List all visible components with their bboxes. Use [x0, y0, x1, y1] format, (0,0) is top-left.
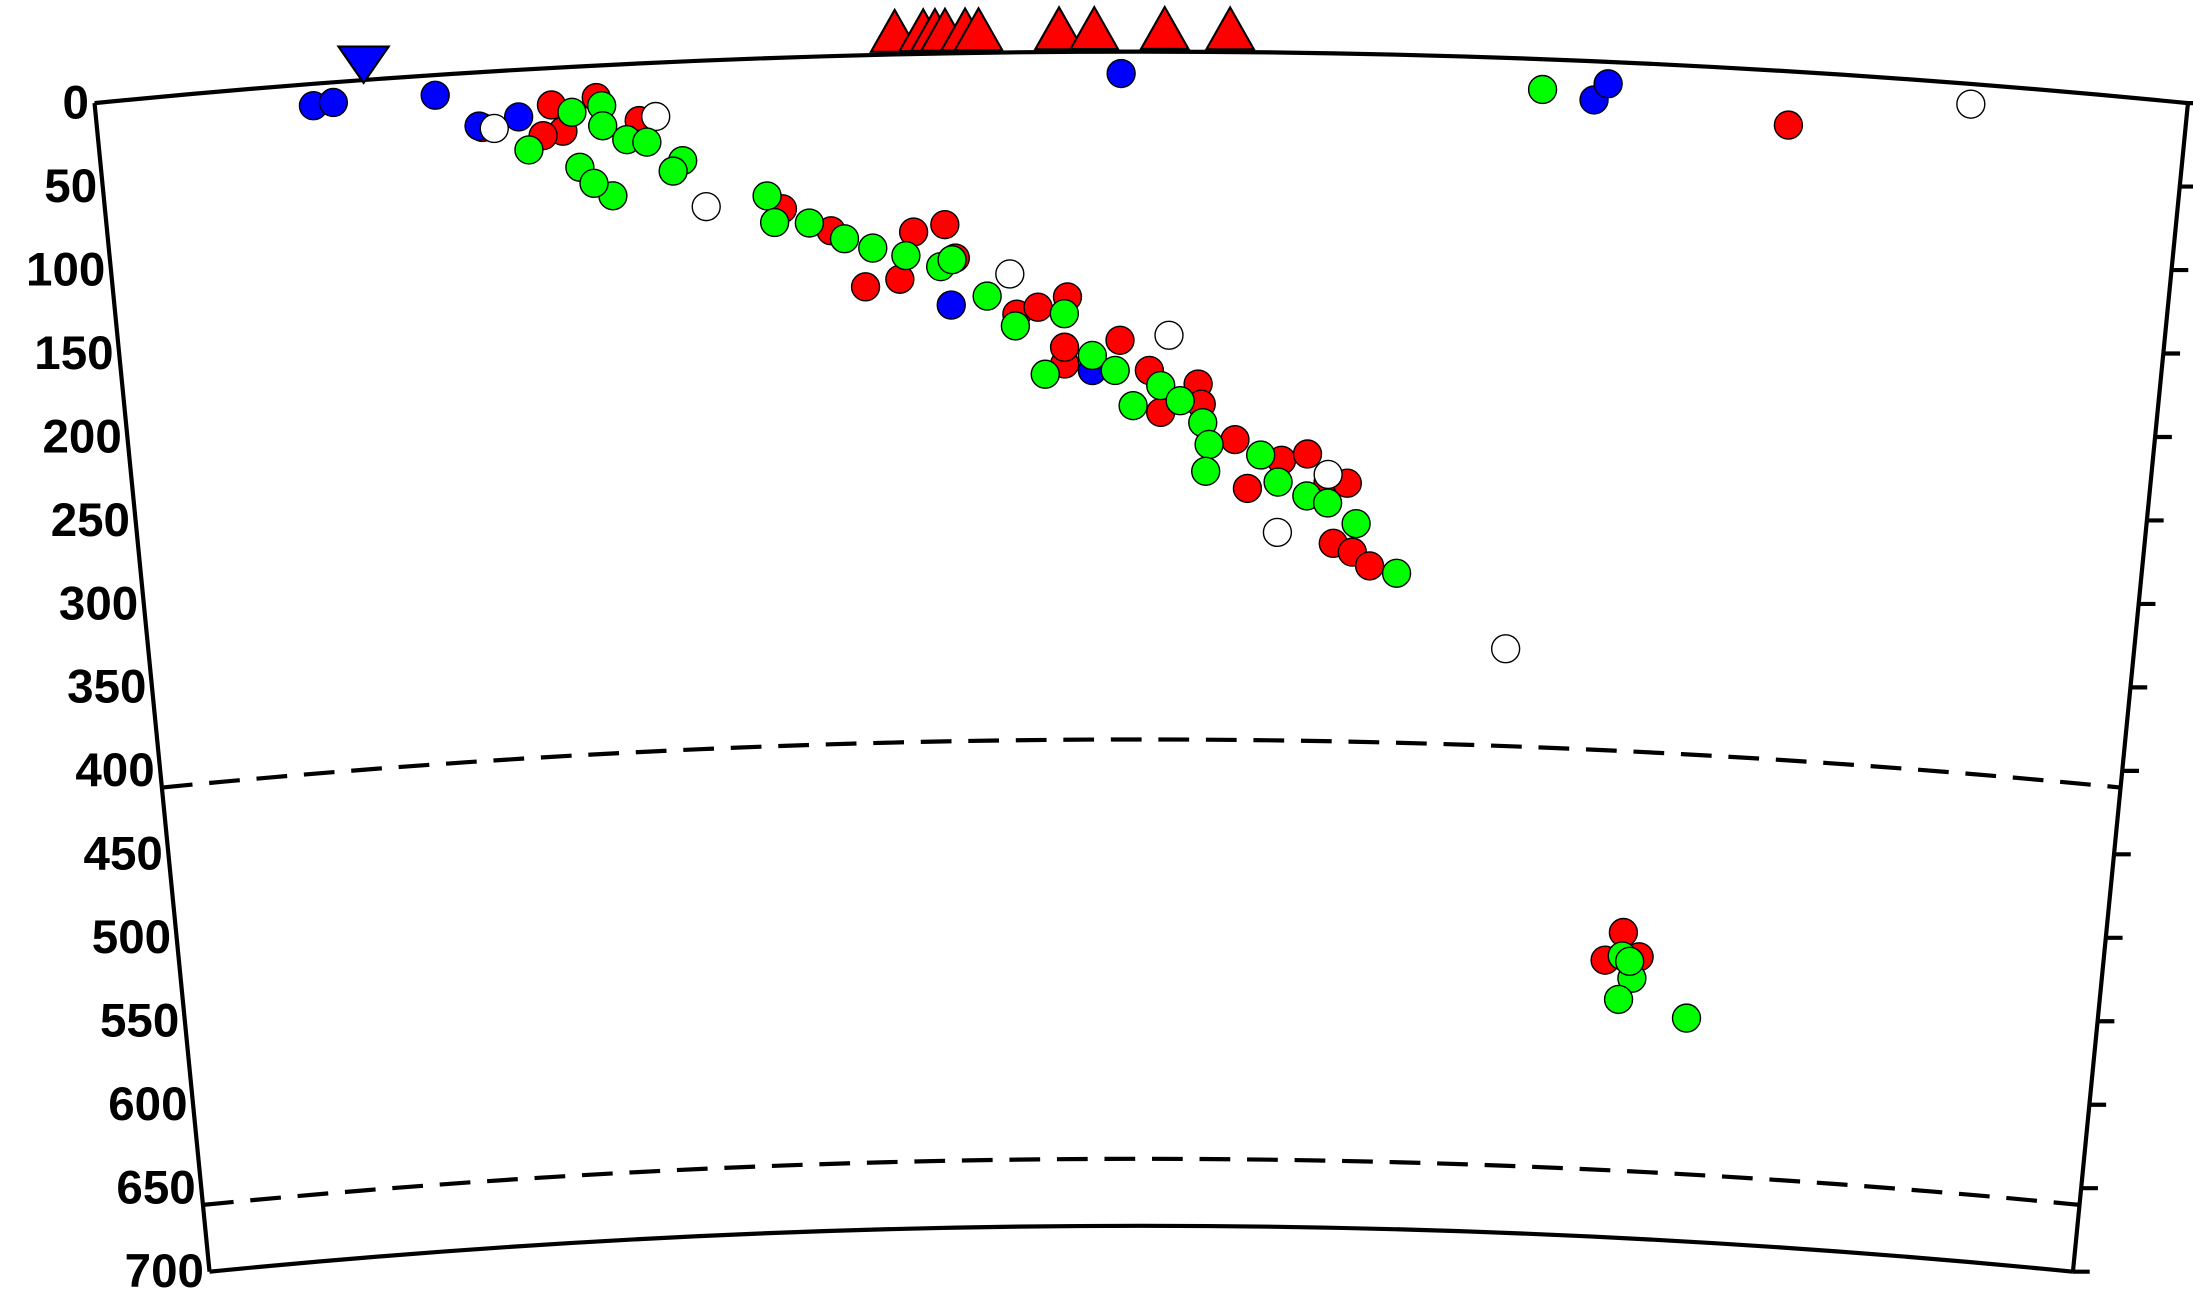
event [1154, 320, 1184, 350]
event [1049, 332, 1080, 362]
section-side [92, 102, 212, 1272]
y-tick-label: 400 [75, 744, 154, 797]
event [1490, 634, 1521, 664]
event [1263, 467, 1293, 497]
event [794, 208, 825, 238]
volcano [1204, 5, 1256, 51]
y-tick-label: 450 [84, 828, 163, 881]
event [1077, 340, 1108, 371]
event [1165, 386, 1195, 416]
event [972, 281, 1002, 311]
y-tick-label: 300 [59, 577, 138, 630]
event [1105, 325, 1135, 355]
event [514, 135, 544, 165]
event [1220, 424, 1250, 455]
event [850, 272, 881, 302]
event [1100, 355, 1130, 386]
event [891, 240, 921, 271]
event [1030, 359, 1060, 389]
event [503, 102, 534, 132]
event [1603, 984, 1634, 1015]
volcano [1068, 4, 1120, 51]
event [1354, 551, 1385, 581]
event [1614, 946, 1645, 977]
discontinuity [202, 1156, 2080, 1207]
y-tick-label: 550 [100, 995, 179, 1048]
y-tick-label: 650 [116, 1162, 195, 1215]
event [1194, 429, 1224, 460]
section-bottom [209, 1223, 2074, 1274]
y-tick-label: 200 [43, 410, 122, 463]
event [632, 127, 662, 157]
y-tick-label: 350 [67, 661, 146, 714]
event [995, 259, 1025, 289]
event [937, 245, 967, 275]
volcano [1033, 5, 1085, 51]
event [557, 97, 587, 127]
event [1232, 473, 1263, 504]
event [1191, 456, 1221, 486]
event [1381, 558, 1412, 588]
event [1246, 440, 1276, 470]
y-tick-label: 600 [108, 1078, 187, 1131]
event [936, 290, 966, 320]
event [1773, 110, 1804, 140]
event [1313, 459, 1343, 490]
volcano [952, 6, 1005, 52]
event [1146, 370, 1176, 401]
section-side [2070, 102, 2191, 1272]
event [1023, 292, 1053, 322]
event [1593, 69, 1623, 99]
event [1956, 89, 1986, 119]
y-tick-label: 50 [44, 160, 97, 213]
event [829, 224, 860, 254]
event [1118, 390, 1148, 421]
event [858, 233, 888, 263]
event [658, 156, 688, 186]
event [1262, 517, 1293, 548]
event [759, 207, 790, 238]
event [1049, 299, 1080, 329]
event [930, 209, 960, 240]
discontinuity [161, 737, 2121, 790]
event [641, 101, 671, 132]
y-tick-label: 150 [34, 327, 113, 380]
y-tick-label: 0 [62, 76, 88, 129]
event [420, 80, 450, 110]
trench [336, 45, 391, 85]
event [691, 191, 721, 222]
event [1106, 58, 1136, 89]
event [318, 87, 349, 118]
event [1671, 1003, 1702, 1033]
event [579, 168, 609, 198]
event [752, 181, 782, 211]
event [1527, 74, 1558, 105]
y-tick-label: 100 [26, 243, 105, 296]
event [1292, 439, 1323, 469]
event [1312, 488, 1343, 518]
volcano [1139, 4, 1191, 50]
event [588, 111, 618, 141]
event [479, 113, 509, 144]
section-top [94, 49, 2189, 106]
y-tick-label: 250 [51, 494, 130, 547]
y-tick-label: 500 [92, 911, 171, 964]
y-tick-label: 700 [125, 1245, 204, 1298]
event [1000, 311, 1031, 341]
event [1341, 508, 1371, 539]
